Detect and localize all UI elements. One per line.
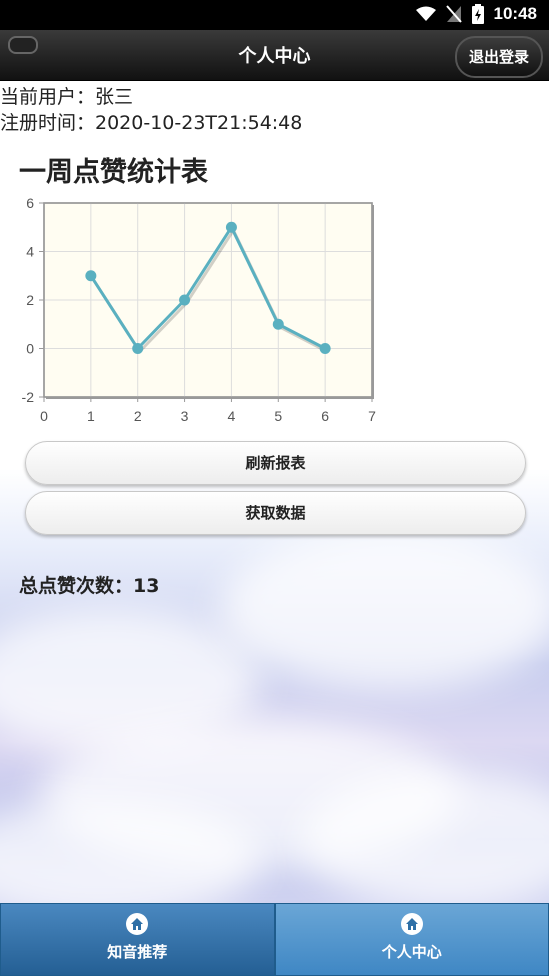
- wifi-icon: [415, 6, 436, 21]
- home-icon: [126, 913, 149, 935]
- register-time-text: 注册时间：2020-10-23T21:54:48: [0, 112, 303, 134]
- page-title: 个人中心: [238, 46, 311, 67]
- menu-button[interactable]: [8, 36, 38, 54]
- x-tick-label: 6: [321, 408, 329, 424]
- battery-charging-icon: [471, 4, 484, 24]
- tab-recommend[interactable]: 知音推荐: [0, 903, 275, 976]
- tab-recommend-label: 知音推荐: [107, 943, 168, 961]
- likes-line-chart: 0 1 2 3 4 5 6 7 -2 0 2 4 6: [22, 195, 377, 424]
- series-line: [89, 224, 326, 351]
- y-tick-label: -2: [22, 389, 35, 405]
- plot-border: [43, 202, 373, 398]
- y-tick-label: 2: [26, 292, 34, 308]
- tab-profile-label: 个人中心: [381, 943, 442, 961]
- x-tick-label: 1: [87, 408, 95, 424]
- data-point: [319, 343, 331, 354]
- refresh-report-button[interactable]: 刷新报表: [25, 441, 526, 485]
- data-point: [225, 221, 237, 233]
- tab-profile[interactable]: 个人中心: [274, 903, 549, 976]
- chart-title: 一周点赞统计表: [19, 157, 208, 188]
- data-point: [179, 294, 191, 306]
- bottom-tab-bar: 知音推荐 个人中心: [0, 903, 549, 976]
- data-point: [272, 318, 284, 330]
- data-point: [85, 270, 97, 282]
- logout-button[interactable]: 退出登录: [454, 36, 543, 78]
- x-tick-label: 2: [134, 408, 142, 424]
- y-tick-label: 0: [26, 341, 34, 357]
- x-tick-label: 5: [274, 408, 282, 424]
- x-tick-label: 7: [368, 408, 376, 424]
- x-tick-label: 4: [228, 408, 236, 424]
- fetch-data-button[interactable]: 获取数据: [25, 491, 526, 535]
- y-tick-label: 4: [26, 244, 34, 260]
- no-signal-icon: [445, 5, 462, 23]
- current-user-text: 当前用户：张三: [0, 86, 134, 108]
- y-tick-label: 6: [26, 195, 34, 211]
- status-time: 10:48: [493, 4, 537, 23]
- data-point: [132, 343, 144, 354]
- cloud-background: [0, 470, 549, 920]
- status-bar: 10:48: [0, 0, 549, 30]
- title-bar: 个人中心 退出登录: [0, 30, 549, 81]
- x-tick-label: 3: [181, 408, 189, 424]
- total-likes-text: 总点赞次数：13: [19, 575, 160, 597]
- home-icon: [400, 913, 423, 935]
- x-tick-label: 0: [40, 408, 48, 424]
